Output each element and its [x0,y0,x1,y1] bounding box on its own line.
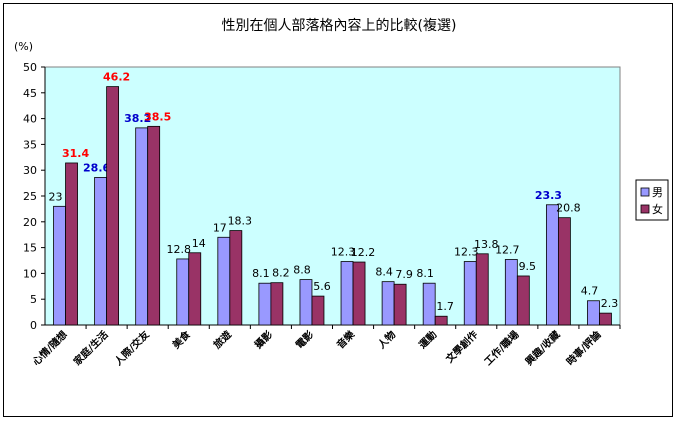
x-category-label: 心情/隨想 [30,328,70,368]
legend-swatch [640,204,650,214]
data-label-female: 13.8 [474,238,499,251]
x-category-label: 工作/職場 [481,328,521,368]
data-label-female: 5.6 [313,280,331,293]
data-label-female: 18.3 [228,215,253,228]
bar-female [106,86,120,326]
y-tick-label: 50 [23,61,37,74]
bar-male [422,282,436,326]
bar-male [299,279,313,326]
legend-label: 男 [652,186,663,199]
bar-female [516,275,530,326]
y-tick-label: 15 [23,242,37,255]
y-tick-label: 5 [30,293,37,306]
data-label-female: 14 [192,237,206,250]
data-label-male: 12.3 [331,246,356,259]
y-tick-label: 30 [23,164,37,177]
data-label-female: 31.4 [62,147,89,160]
legend-swatch [640,187,650,197]
bar-male [381,281,395,326]
legend-label: 女 [652,202,663,216]
x-category-label: 家庭/生活 [71,328,111,368]
data-label-male: 12.8 [167,243,192,256]
x-category-label: 人際/交友 [112,328,152,368]
bar-female [311,295,325,326]
data-label-male: 17 [213,221,227,234]
data-label-female: 38.5 [144,110,171,123]
data-label-male: 12.7 [495,243,520,256]
data-label-male: 8.1 [416,267,434,280]
data-label-male: 23 [49,190,63,203]
bar-female [557,217,571,326]
x-category-label: 旅遊 [211,328,234,351]
y-tick-label: 10 [23,267,37,280]
data-label-female: 9.5 [519,260,537,273]
y-tick-label: 35 [23,138,37,151]
x-category-label: 文學創作 [443,328,480,365]
data-label-female: 2.3 [601,297,619,310]
x-category-label: 運動 [416,328,439,351]
bar-male [504,259,518,326]
bar-female [393,283,407,326]
bar-male [258,282,272,326]
bar-male [53,205,66,326]
data-label-female: 20.8 [556,202,581,215]
bar-male [176,258,190,326]
chart-title: 性別在個人部落格內容上的比較(複選) [222,17,457,34]
data-label-male: 38.2 [124,112,151,125]
bar-female [188,252,202,326]
data-label-male: 4.7 [581,285,599,298]
y-tick-label: 45 [23,87,37,100]
y-axis-unit-label: (%) [14,40,33,53]
bar-male [94,177,108,326]
x-category-label: 時事/評論 [564,327,605,368]
data-label-female: 1.7 [436,300,454,313]
data-label-female: 8.2 [272,267,290,280]
legend: 男女 [635,179,669,221]
bar-female [65,162,78,326]
x-category-label: 美食 [170,327,194,351]
x-category-label: 電影 [293,329,316,352]
bar-male [463,261,477,326]
bar-female [147,125,161,326]
y-tick-label: 25 [23,190,37,203]
y-tick-label: 0 [30,319,37,332]
x-category-label: 人物 [375,328,398,351]
y-tick-label: 20 [23,216,37,229]
data-label-male: 8.1 [252,267,270,280]
data-label-female: 46.2 [103,71,130,84]
bar-male [545,204,559,326]
data-label-male: 8.8 [293,264,311,277]
data-label-female: 12.2 [351,246,376,259]
data-label-female: 7.9 [395,268,413,281]
bar-male [135,127,149,326]
bar-male [587,300,600,326]
data-label-male: 12.3 [454,246,479,259]
data-label-male: 28.6 [83,161,110,174]
bar-male [340,261,354,326]
bar-female [599,312,612,326]
bar-female [352,261,366,326]
bar-male [217,236,231,326]
plot-background [44,66,621,326]
data-label-male: 8.4 [375,266,393,279]
bar-female [475,253,489,326]
bar-female [434,315,448,326]
x-category-label: 音樂 [334,327,358,351]
data-label-male: 23.3 [535,189,562,202]
plot-area: 0 5 10 15 20 25 30 35 40 45 50 23 31.4 心情/隨想 28.6 46.2 家… [23,61,621,368]
y-tick-label: 40 [23,113,37,126]
bar-female [270,282,284,326]
x-category-label: 興趣/收藏 [522,328,562,368]
bar-female [229,230,243,326]
x-category-label: 攝影 [252,328,275,351]
